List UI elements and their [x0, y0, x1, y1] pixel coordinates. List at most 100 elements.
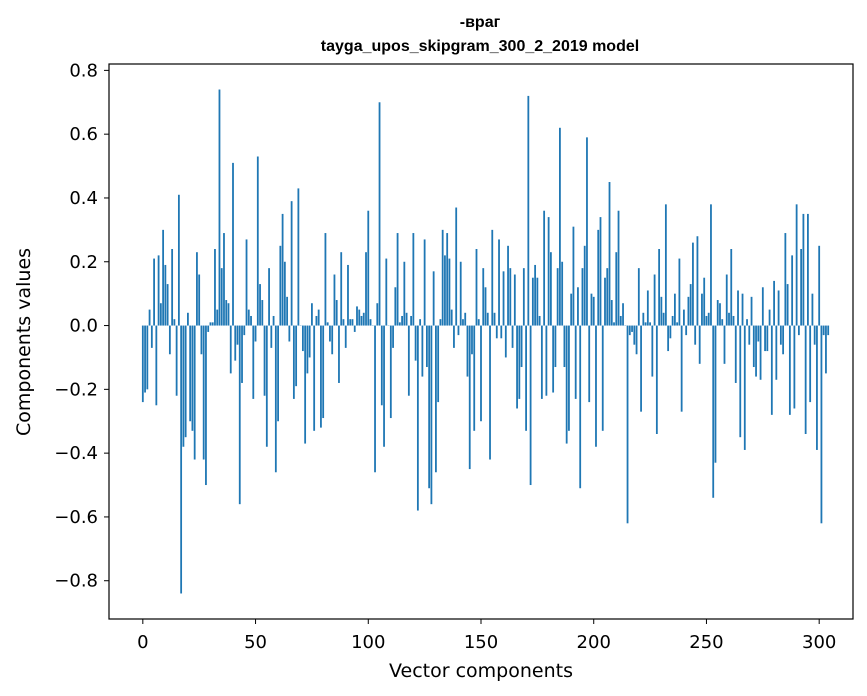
bar-230: [660, 296, 663, 326]
bar-291: [797, 325, 800, 336]
bar-119: [410, 315, 413, 326]
bar-138: [453, 325, 455, 348]
bar-47: [247, 309, 250, 326]
y-tick-label: 0.6: [69, 124, 98, 145]
bar-259: [725, 274, 728, 326]
bar-285: [784, 233, 787, 326]
bar-288: [791, 255, 794, 326]
bar-257: [721, 319, 724, 326]
bar-172: [529, 325, 532, 486]
bar-248: [701, 293, 703, 326]
bar-279: [770, 325, 773, 415]
bar-123: [419, 319, 422, 326]
bar-293: [802, 213, 805, 326]
bar-276: [764, 325, 766, 352]
bar-140: [457, 325, 460, 336]
bar-1: [144, 325, 146, 393]
bar-229: [658, 249, 661, 326]
bar-297: [811, 293, 814, 326]
y-tick-label: 0.0: [69, 316, 98, 337]
bar-133: [441, 229, 444, 326]
bar-62: [281, 213, 284, 326]
bar-159: [500, 325, 503, 339]
bar-302: [822, 325, 825, 336]
bar-170: [525, 325, 527, 431]
bar-202: [597, 229, 600, 326]
bar-280: [773, 280, 775, 326]
bar-122: [416, 325, 419, 511]
bar-269: [748, 325, 751, 345]
bar-118: [407, 325, 410, 396]
bar-42: [236, 325, 239, 345]
bar-57: [270, 325, 273, 348]
bar-44: [241, 325, 243, 383]
bar-161: [504, 325, 507, 358]
bar-103: [374, 325, 376, 473]
bar-165: [513, 274, 516, 326]
bar-120: [412, 233, 415, 326]
bar-7: [157, 255, 160, 326]
bar-16: [177, 194, 180, 326]
x-tick-label: 0: [137, 632, 148, 653]
bar-101: [369, 319, 372, 326]
bar-190: [570, 293, 573, 326]
bar-155: [491, 229, 494, 326]
bar-232: [664, 204, 667, 326]
bar-206: [606, 268, 609, 326]
bar-130: [435, 325, 437, 473]
bar-207: [608, 182, 611, 326]
bar-53: [261, 300, 264, 326]
bar-121: [414, 325, 417, 361]
bar-49: [252, 325, 255, 399]
bar-238: [678, 258, 681, 326]
bar-283: [779, 325, 782, 345]
bar-85: [333, 274, 336, 326]
bar-132: [439, 319, 442, 326]
bar-145: [468, 325, 471, 470]
bar-282: [777, 290, 780, 326]
bar-249: [703, 277, 706, 326]
bar-213: [622, 303, 624, 326]
bar-61: [279, 245, 282, 326]
bar-188: [565, 325, 568, 444]
x-axis-ticks: 0 50 100 150 200 250 300: [137, 619, 836, 653]
bar-86: [335, 300, 338, 326]
bar-167: [518, 325, 521, 399]
bar-148: [475, 249, 478, 326]
bar-246: [696, 236, 699, 326]
bar-112: [394, 287, 397, 326]
bar-104: [376, 303, 379, 326]
bar-152: [484, 287, 487, 326]
bar-4: [150, 325, 153, 348]
bar-197: [586, 137, 588, 326]
bar-84: [331, 325, 334, 355]
bar-34: [218, 89, 221, 326]
bar-13: [171, 249, 174, 326]
bar-45: [243, 325, 246, 336]
bar-154: [489, 325, 491, 460]
bar-106: [380, 325, 383, 406]
bar-50: [254, 325, 257, 342]
bar-163: [509, 268, 512, 326]
bar-174: [534, 264, 537, 326]
bar-271: [752, 325, 755, 368]
bar-79: [320, 325, 322, 428]
bar-296: [809, 325, 812, 403]
bar-225: [649, 322, 651, 326]
bar-177: [540, 325, 543, 399]
bar-59: [274, 325, 277, 473]
bar-189: [568, 325, 570, 431]
bar-233: [667, 325, 670, 352]
bar-54: [263, 325, 266, 396]
bar-157: [495, 325, 498, 339]
x-tick-label: 100: [351, 632, 385, 653]
bar-227: [653, 274, 656, 326]
bar-66: [290, 201, 293, 326]
bar-116: [403, 261, 406, 326]
bar-182: [552, 325, 555, 393]
bar-6: [155, 325, 158, 406]
bar-100: [367, 210, 370, 326]
bar-38: [227, 303, 230, 326]
bar-212: [619, 315, 622, 326]
